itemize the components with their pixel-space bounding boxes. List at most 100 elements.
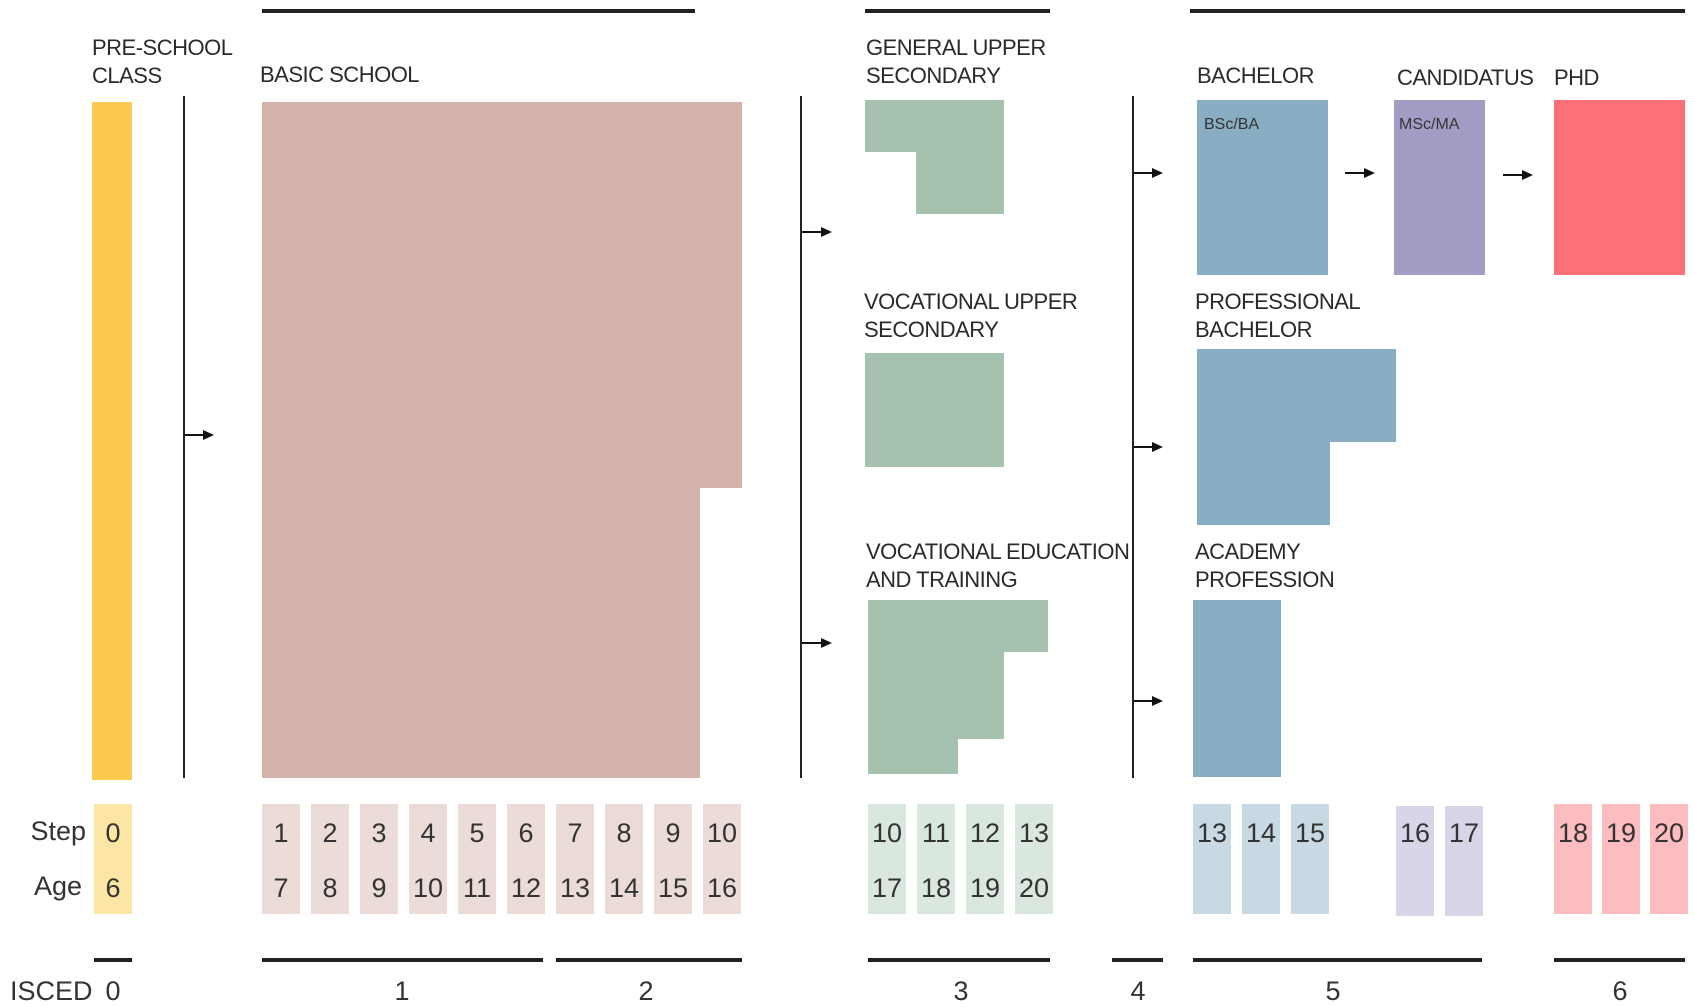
step-value: 1	[273, 818, 289, 848]
age-value: 12	[510, 873, 542, 903]
step-value: 6	[518, 818, 534, 848]
age-value: 19	[969, 873, 1001, 903]
age-value: 17	[871, 873, 903, 903]
step-value: 18	[1557, 818, 1589, 848]
bachelor-block	[1197, 100, 1328, 275]
isced-level-5: 5	[1325, 976, 1341, 1006]
step-value: 20	[1653, 818, 1685, 848]
grid-cell	[1015, 804, 1053, 914]
divider-line-2	[800, 96, 802, 778]
grid-cell	[409, 804, 447, 914]
step-value: 10	[706, 818, 738, 848]
grid-cell	[262, 804, 300, 914]
basic-school-block	[262, 102, 742, 778]
grid-cell	[94, 804, 132, 914]
grid-cell	[458, 804, 496, 914]
candidatus-block	[1394, 100, 1485, 275]
age-value: 9	[371, 873, 387, 903]
bachelor-label: BACHELOR	[1197, 63, 1315, 88]
step-value: 16	[1399, 818, 1431, 848]
age-value: 7	[273, 873, 289, 903]
academy-profession-block	[1193, 600, 1281, 777]
age-value: 10	[412, 873, 444, 903]
divider-line-1	[183, 96, 185, 778]
age-value: 18	[920, 873, 952, 903]
professional-bachelor-block	[1197, 349, 1396, 525]
vocational-upper-secondary-label: VOCATIONAL UPPER SECONDARY	[864, 289, 1078, 342]
msc-ma-label: MSc/MA	[1399, 116, 1460, 133]
vet-block	[868, 600, 1048, 774]
vocational-upper-secondary-block	[865, 353, 1004, 467]
isced-level-1: 1	[394, 976, 410, 1006]
top-bar-higher-education	[1190, 9, 1685, 13]
step-value: 9	[665, 818, 681, 848]
age-row-label: Age	[33, 871, 82, 901]
isced-bar-1	[262, 958, 543, 962]
isced-row-label: ISCED	[10, 976, 93, 1006]
grid-cell	[556, 804, 594, 914]
grid-cell	[703, 804, 741, 914]
isced-level-6: 6	[1612, 976, 1628, 1006]
step-value: 13	[1018, 818, 1050, 848]
step-value: 0	[105, 818, 121, 848]
academy-profession-label: ACADEMY PROFESSION	[1195, 539, 1335, 592]
step-value: 3	[371, 818, 387, 848]
isced-bar-5	[1193, 958, 1482, 962]
grid-cell	[868, 804, 906, 914]
grid-cell	[1291, 804, 1329, 914]
grid-cell	[1554, 804, 1592, 914]
step-value: 19	[1605, 818, 1637, 848]
isced-level-4: 4	[1130, 976, 1146, 1006]
bsc-ba-label: BSc/BA	[1204, 116, 1260, 133]
step-value: 14	[1245, 818, 1277, 848]
age-value: 6	[105, 873, 121, 903]
age-value: 14	[608, 873, 640, 903]
isced-bar-3	[868, 958, 1050, 962]
step-value: 10	[871, 818, 903, 848]
top-bar-upper-secondary	[865, 9, 1050, 13]
step-value: 13	[1196, 818, 1228, 848]
grid-cell	[654, 804, 692, 914]
step-value: 2	[322, 818, 338, 848]
step-value: 4	[420, 818, 436, 848]
phd-block	[1554, 100, 1685, 275]
isced-level-0: 0	[105, 976, 121, 1006]
professional-bachelor-label: PROFESSIONAL BACHELOR	[1195, 289, 1361, 342]
grid-cell	[605, 804, 643, 914]
step-value: 17	[1448, 818, 1480, 848]
phd-label: PHD	[1554, 65, 1599, 90]
top-bar-basic	[262, 9, 695, 13]
age-value: 8	[322, 873, 338, 903]
step-value: 7	[567, 818, 583, 848]
step-row-label: Step	[30, 816, 86, 846]
isced-bar-4	[1112, 958, 1163, 962]
grid-cell	[1602, 804, 1640, 914]
grid-cell	[966, 804, 1004, 914]
arrows	[185, 168, 1533, 706]
divider-line-3	[1132, 96, 1134, 778]
age-value: 11	[462, 873, 492, 903]
preschool-block	[92, 102, 132, 780]
step-value: 15	[1294, 818, 1326, 848]
isced-level-2: 2	[638, 976, 654, 1006]
grid-cell	[360, 804, 398, 914]
step-value: 12	[969, 818, 1001, 848]
vet-label: VOCATIONAL EDUCATION AND TRAINING	[866, 539, 1130, 592]
isced-bar-0	[94, 958, 132, 962]
grid-cell	[1650, 804, 1688, 914]
isced-bar-2	[556, 958, 742, 962]
grid-cell	[507, 804, 545, 914]
isced-bar-6	[1554, 958, 1685, 962]
general-upper-secondary-label: GENERAL UPPER SECONDARY	[866, 35, 1046, 88]
grid-cell	[1445, 806, 1483, 916]
isced-level-3: 3	[953, 976, 969, 1006]
step-value: 8	[616, 818, 632, 848]
age-value: 16	[706, 873, 738, 903]
grid-cell	[311, 804, 349, 914]
preschool-label: PRE-SCHOOL CLASS	[92, 35, 233, 88]
age-value: 20	[1018, 873, 1050, 903]
grid-cell	[1193, 804, 1231, 914]
grid-cell	[1396, 806, 1434, 916]
step-value: 5	[469, 818, 485, 848]
age-value: 15	[657, 873, 689, 903]
